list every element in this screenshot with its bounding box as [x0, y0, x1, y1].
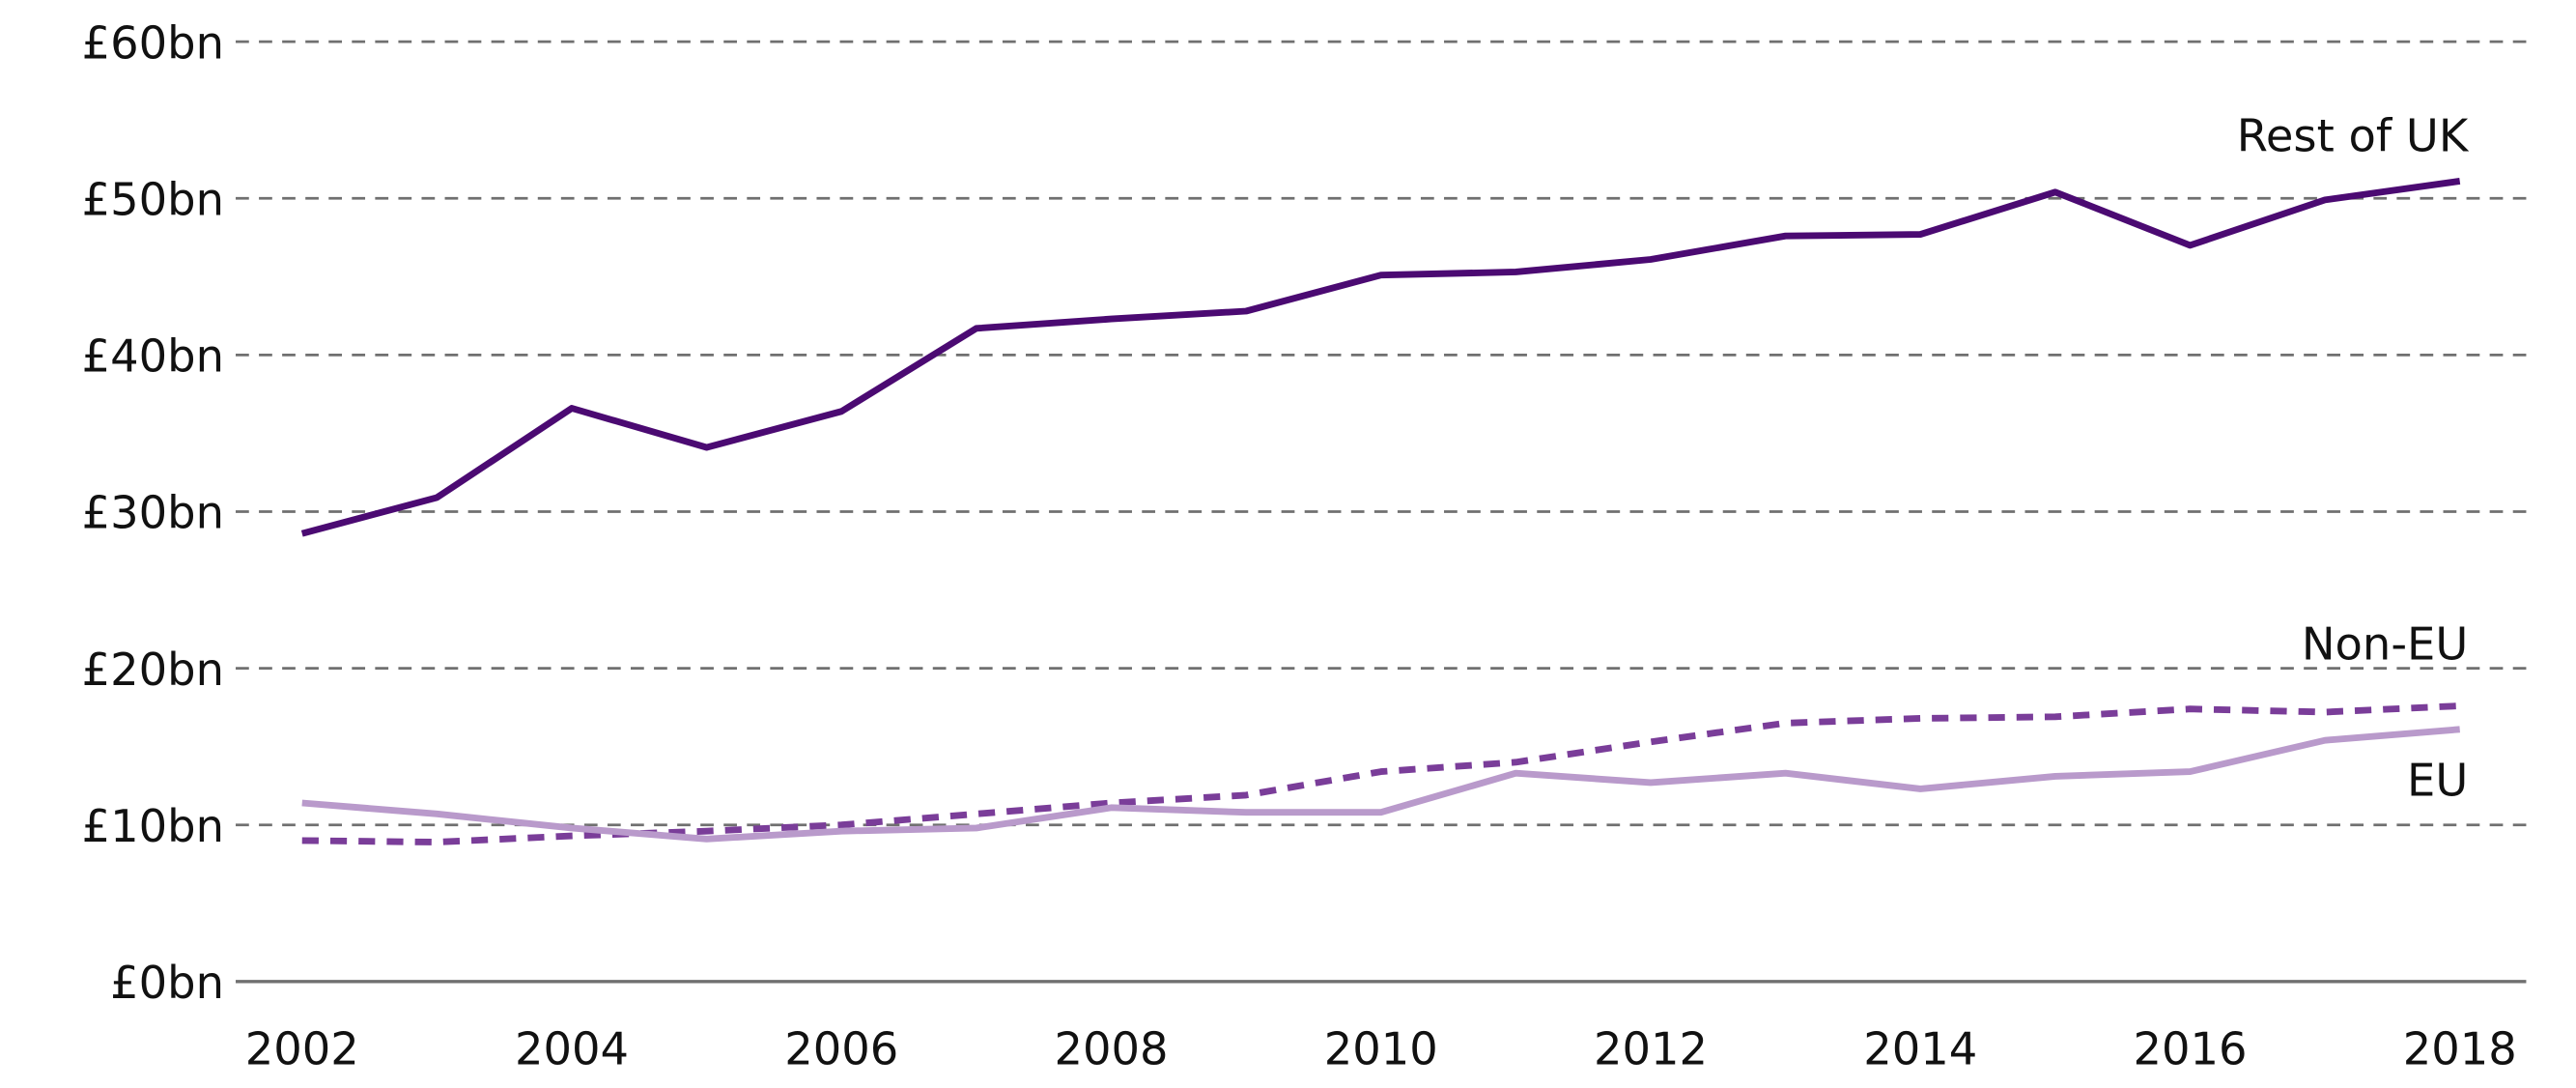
y-tick-label: £40bn [82, 330, 224, 383]
series-line-eu [301, 726, 2460, 843]
series-label-non-eu: Non-EU [2302, 617, 2468, 670]
y-tick-label: £30bn [82, 487, 224, 539]
y-tick-label: £20bn [82, 644, 224, 696]
x-tick-label: 2004 [515, 1023, 629, 1075]
x-axis-ticks: 2002 2004 2006 2008 2010 2012 2014 2016 2018 [245, 1023, 2517, 1075]
x-tick-label: 2016 [2133, 1023, 2247, 1075]
y-tick-label: £60bn [82, 16, 224, 69]
series-label-rest-of-uk: Rest of UK [2237, 110, 2470, 162]
x-tick-label: 2014 [1863, 1023, 1977, 1075]
x-tick-label: 2012 [1594, 1023, 1708, 1075]
y-tick-label: £50bn [82, 173, 224, 225]
y-tick-label: £0bn [110, 957, 224, 1009]
y-tick-label: £10bn [82, 800, 224, 852]
series-line-non-eu [301, 702, 2460, 845]
x-tick-label: 2008 [1054, 1023, 1168, 1075]
series-lines [300, 178, 2461, 845]
y-axis-ticks: £0bn £10bn £20bn £30bn £40bn £50bn £60bn [82, 16, 224, 1009]
series-label-eu: EU [2407, 754, 2468, 806]
gridlines [236, 40, 2527, 984]
x-tick-label: 2002 [245, 1023, 359, 1075]
x-tick-label: 2006 [784, 1023, 898, 1075]
series-line-rest-of-uk [300, 178, 2461, 537]
x-tick-label: 2018 [2403, 1023, 2517, 1075]
x-tick-label: 2010 [1324, 1023, 1438, 1075]
